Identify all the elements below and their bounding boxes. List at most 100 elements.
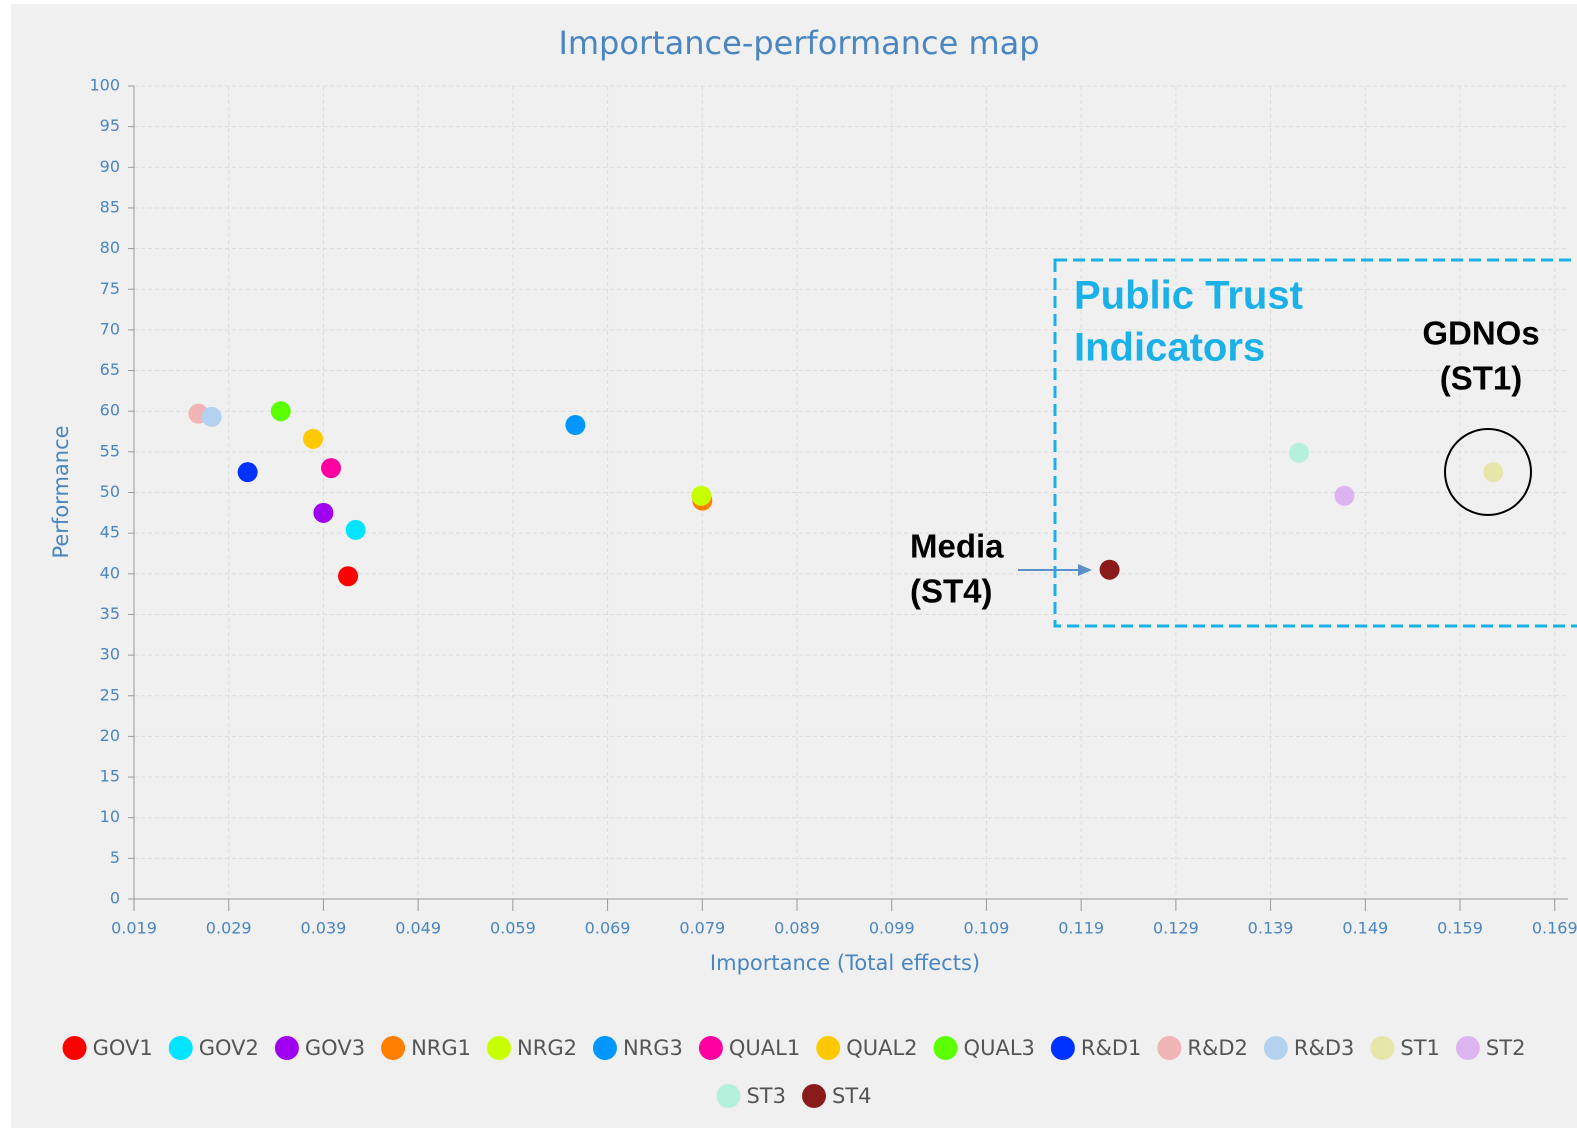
x-tick-label: 0.149 [1342, 919, 1388, 938]
data-point [321, 458, 342, 479]
data-point [338, 566, 359, 587]
y-tick-label: 100 [89, 76, 120, 95]
legend-marker [62, 1036, 87, 1060]
legend-marker [592, 1036, 617, 1060]
x-tick-label: 0.099 [869, 919, 915, 938]
legend-marker [698, 1036, 723, 1060]
y-tick-label: 75 [100, 279, 120, 298]
legend-item: QUAL1 [698, 1036, 800, 1060]
y-tick-label: 55 [100, 441, 120, 460]
legend-marker [816, 1036, 841, 1060]
data-point [565, 415, 586, 436]
annotation: Media [910, 528, 1004, 565]
x-tick-label: 0.129 [1153, 919, 1199, 938]
legend-item: NRG3 [592, 1036, 683, 1060]
x-tick-label: 0.019 [111, 919, 157, 938]
legend-label: ST1 [1400, 1036, 1440, 1060]
y-tick-label: 95 [100, 116, 120, 135]
chart-title: Importance-performance map [558, 24, 1039, 62]
annotation: GDNOs [1422, 315, 1539, 352]
legend-item: GOV2 [168, 1036, 259, 1060]
data-point [270, 401, 291, 422]
legend-marker [168, 1036, 193, 1060]
legend-item: NRG2 [487, 1036, 577, 1060]
y-tick-label: 10 [100, 807, 120, 826]
data-point [201, 406, 222, 427]
y-tick-label: 50 [100, 482, 120, 501]
data-point [303, 428, 324, 449]
data-point [345, 519, 366, 540]
legend-item: ST3 [716, 1084, 786, 1108]
legend-label: ST2 [1486, 1036, 1526, 1060]
legend-label: GOV2 [199, 1036, 259, 1060]
data-point [1483, 462, 1504, 483]
data-point [237, 462, 258, 483]
data-point [1334, 485, 1355, 506]
legend-marker [274, 1036, 299, 1060]
x-axis-label: Importance (Total effects) [710, 951, 980, 975]
legend-item: GOV3 [274, 1036, 365, 1060]
legend-label: R&D2 [1187, 1036, 1248, 1060]
legend-item: ST1 [1370, 1036, 1440, 1060]
legend-item: R&D1 [1050, 1036, 1141, 1060]
data-point [313, 502, 334, 523]
annotation: Indicators [1074, 326, 1265, 370]
y-tick-label: 60 [100, 401, 120, 420]
legend-marker [716, 1084, 741, 1108]
legend-marker [933, 1036, 958, 1060]
legend-item: NRG1 [381, 1036, 471, 1060]
y-tick-label: 90 [100, 157, 120, 176]
x-tick-label: 0.049 [395, 919, 441, 938]
data-point [1289, 442, 1310, 463]
x-tick-label: 0.169 [1532, 919, 1577, 938]
highlight-circle [1444, 428, 1532, 516]
y-tick-label: 30 [100, 645, 120, 664]
legend-label: NRG3 [623, 1036, 683, 1060]
x-tick-label: 0.089 [774, 919, 820, 938]
highlight-box [1053, 258, 1577, 628]
legend-marker [1157, 1036, 1182, 1060]
x-tick-label: 0.069 [585, 919, 631, 938]
legend-marker [1370, 1036, 1395, 1060]
chart-background [11, 4, 1577, 1128]
legend-item: R&D3 [1263, 1036, 1355, 1060]
legend-label: R&D3 [1294, 1036, 1355, 1060]
y-tick-label: 5 [110, 848, 120, 867]
legend-label: GOV1 [93, 1036, 153, 1060]
legend-marker [802, 1084, 826, 1108]
annotation-arrowhead [1078, 564, 1092, 576]
legend-item: QUAL3 [933, 1036, 1035, 1060]
x-tick-label: 0.059 [490, 919, 536, 938]
y-tick-label: 80 [100, 238, 120, 257]
legend-label: ST4 [832, 1084, 872, 1108]
legend-marker [487, 1036, 512, 1060]
legend-item: GOV1 [62, 1036, 153, 1060]
legend-marker [1263, 1036, 1288, 1060]
x-tick-label: 0.039 [301, 919, 347, 938]
y-tick-label: 85 [100, 197, 120, 216]
x-tick-label: 0.119 [1058, 919, 1104, 938]
legend-label: GOV3 [305, 1036, 365, 1060]
y-tick-label: 70 [100, 319, 120, 338]
data-point [1099, 559, 1120, 580]
data-point [691, 485, 712, 506]
y-tick-label: 40 [100, 563, 120, 582]
annotation: Public Trust [1074, 274, 1303, 318]
legend-item: ST2 [1455, 1036, 1526, 1060]
annotation: (ST4) [910, 573, 993, 610]
legend-label: QUAL1 [729, 1036, 800, 1060]
legend-label: ST3 [746, 1084, 786, 1108]
y-tick-label: 20 [100, 726, 120, 745]
x-tick-label: 0.139 [1248, 919, 1294, 938]
legend-label: QUAL3 [964, 1036, 1035, 1060]
legend-marker [1455, 1036, 1480, 1060]
legend-item: R&D2 [1157, 1036, 1248, 1060]
x-tick-label: 0.159 [1437, 919, 1483, 938]
legend-label: NRG2 [517, 1036, 577, 1060]
x-tick-label: 0.079 [679, 919, 725, 938]
y-tick-label: 45 [100, 523, 120, 542]
y-tick-label: 25 [100, 685, 120, 704]
y-tick-label: 0 [110, 889, 120, 908]
legend-item: QUAL2 [816, 1036, 918, 1060]
